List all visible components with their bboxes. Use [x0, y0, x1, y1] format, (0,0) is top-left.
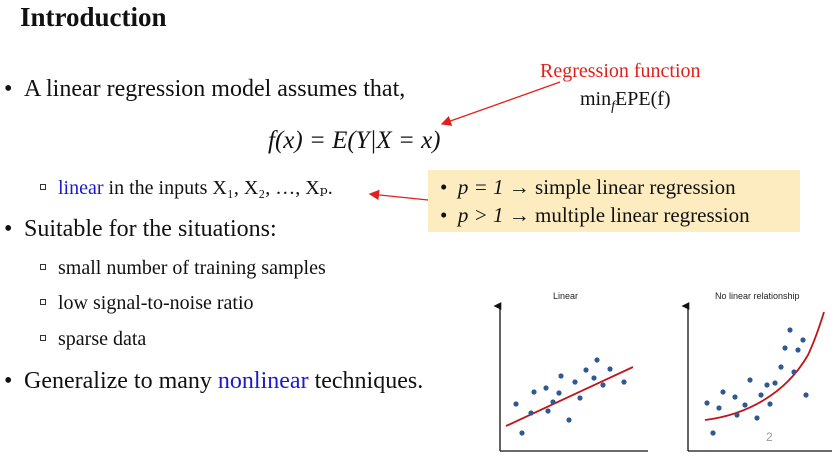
regression-arrow — [440, 81, 561, 126]
linear-point — [531, 389, 537, 395]
linear-fit-line — [505, 366, 634, 427]
linear-point — [528, 410, 534, 416]
linear-point — [607, 366, 613, 372]
sub-item-sparse: sparse data — [40, 328, 146, 351]
square-bullet-icon — [40, 184, 46, 191]
nonlinear-point — [800, 337, 806, 343]
bullet-generalize: • Generalize to many nonlinear techniques… — [4, 368, 424, 394]
nonlinear-point — [734, 412, 740, 418]
nonlinear-point — [742, 402, 748, 408]
linear-point — [550, 399, 556, 405]
p-greater-one-line: • p > 1 → multiple linear regression — [440, 203, 750, 227]
nonlinear-point — [778, 364, 784, 370]
nonlinear-plot-title: No linear relationship — [715, 291, 800, 301]
p-equals-one-line: • p = 1 → simple linear regression — [440, 175, 736, 199]
linear-arrow — [368, 189, 429, 201]
square-bullet-icon — [40, 264, 46, 271]
linear-word: linear — [58, 177, 104, 199]
linear-point — [591, 375, 597, 381]
linear-point — [621, 379, 627, 385]
nonlinear-point — [767, 401, 773, 407]
p-cases-box: • p = 1 → simple linear regression • p >… — [428, 170, 800, 232]
nonlinear-plot — [681, 302, 832, 452]
nonlinear-point — [764, 382, 770, 388]
bullet-dot: • — [4, 76, 13, 102]
square-bullet-icon — [40, 299, 46, 306]
linear-point — [600, 382, 606, 388]
linear-point — [543, 385, 549, 391]
nonlinear-point — [795, 347, 801, 353]
linear-point — [545, 408, 551, 414]
nonlinear-point — [710, 430, 716, 436]
linear-point — [594, 357, 600, 363]
nonlinear-point — [704, 400, 710, 406]
linear-point — [556, 390, 562, 396]
linear-plot-title: Linear — [553, 291, 579, 301]
linear-point — [572, 379, 578, 385]
sub-item-noise: low signal-to-noise ratio — [40, 292, 254, 315]
nonlinear-point — [787, 327, 793, 333]
linear-point — [558, 373, 564, 379]
bullet-suitable: • Suitable for the situations: — [4, 216, 277, 243]
slide-title: Introduction — [20, 2, 167, 32]
nonlinear-point — [803, 392, 809, 398]
regression-function-label: Regression function — [540, 60, 701, 82]
bullet-text: A linear regression model assumes that, — [24, 76, 406, 102]
nonlinear-point — [772, 380, 778, 386]
nonlinear-point — [754, 415, 760, 421]
linear-point — [577, 395, 583, 401]
square-bullet-icon — [40, 335, 46, 342]
bullet-dot: • — [4, 368, 13, 394]
linear-point — [513, 401, 519, 407]
bullet-linear-model: • A linear regression model assumes that, — [4, 76, 405, 103]
regression-min-expression: minfEPE(f) — [580, 88, 671, 114]
nonlinear-point — [791, 369, 797, 375]
nonlinear-point — [732, 394, 738, 400]
nonlinear-point — [782, 345, 788, 351]
sub-item-training: small number of training samples — [40, 257, 326, 280]
bullet-dot: • — [4, 216, 13, 242]
bullet-text: Suitable for the situations: — [24, 216, 277, 242]
nonlinear-point — [716, 405, 722, 411]
page-number: 2 — [766, 430, 773, 444]
linear-point — [583, 367, 589, 373]
nonlinear-point — [720, 389, 726, 395]
linear-point — [519, 430, 525, 436]
regression-formula: f(x) = E(Y|X = x) — [268, 127, 441, 154]
linear-rest: in the inputs X₁, X₂, …, Xₚ. — [103, 177, 333, 199]
sub-item-linear: linear in the inputs X₁, X₂, …, Xₚ. — [40, 175, 333, 200]
linear-point — [566, 417, 572, 423]
nonlinear-word: nonlinear — [217, 368, 309, 394]
nonlinear-point — [758, 392, 764, 398]
nonlinear-fit-curve — [704, 311, 825, 421]
linear-plot — [493, 302, 648, 452]
nonlinear-point — [747, 377, 753, 383]
